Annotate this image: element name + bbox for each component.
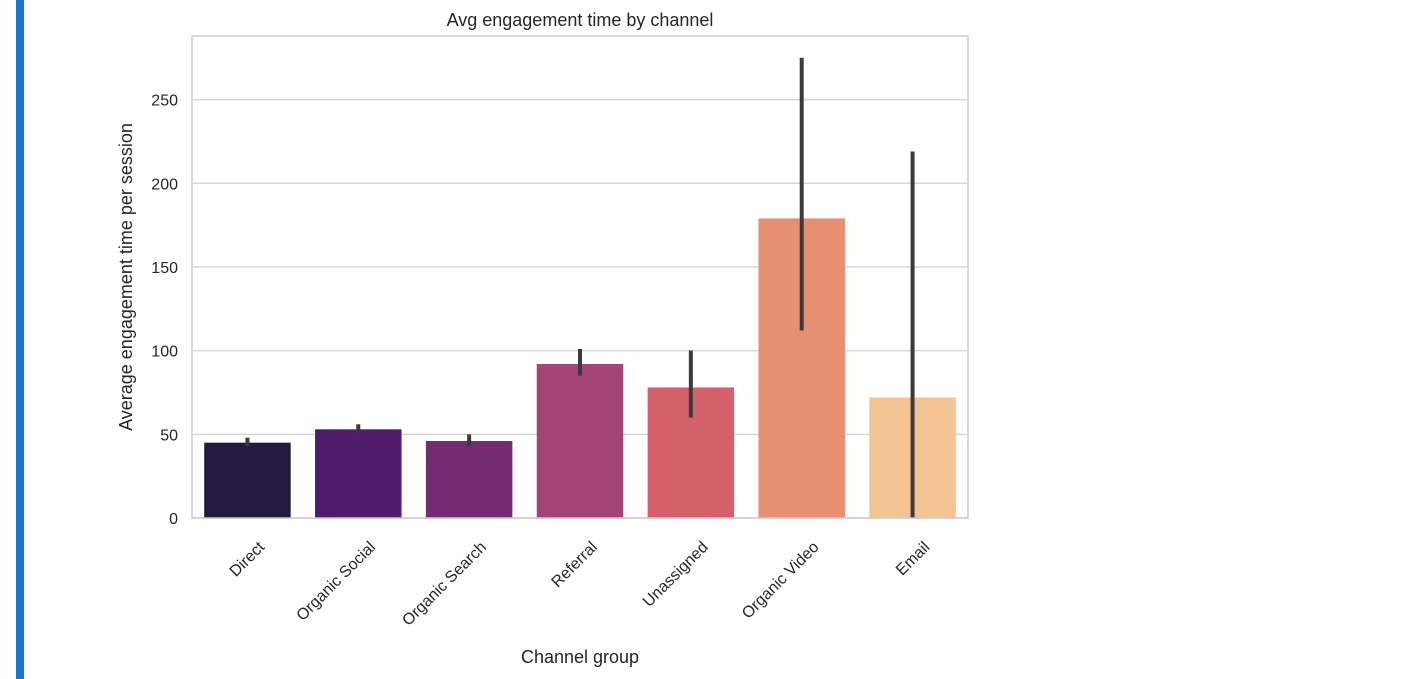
y-axis-label: Average engagement time per session: [116, 123, 136, 431]
plot-frame: [191, 35, 969, 519]
bar: [315, 429, 402, 518]
x-tick-labels: Direct Organic Social Organic Search Referr…: [227, 538, 934, 629]
error-bars: [245, 57, 915, 518]
bar: [425, 441, 513, 518]
y-tick-label: 50: [160, 427, 178, 444]
x-tick-label: Organic Search: [399, 539, 490, 630]
bar: [536, 364, 624, 518]
bar: [204, 442, 291, 518]
y-tick-labels: 0 50 100 150 200 250: [151, 93, 178, 528]
y-tick-label: 100: [151, 344, 178, 361]
y-tick-label: 250: [151, 93, 178, 110]
x-tick-label: Unassigned: [640, 539, 712, 611]
x-axis-label: Channel group: [521, 647, 639, 667]
x-tick-label: Email: [893, 539, 933, 579]
bars: [204, 218, 956, 518]
x-tick-label: Direct: [227, 538, 269, 580]
x-tick-label: Organic Social: [294, 539, 380, 625]
chart-title: Avg engagement time by channel: [447, 10, 714, 30]
cell-selection-bar[interactable]: [16, 0, 24, 679]
y-tick-label: 200: [151, 176, 178, 193]
y-tick-label: 150: [151, 260, 178, 277]
x-tick-label: Organic Video: [739, 539, 823, 623]
x-tick-label: Referral: [549, 539, 601, 591]
y-tick-label: 0: [169, 511, 178, 528]
